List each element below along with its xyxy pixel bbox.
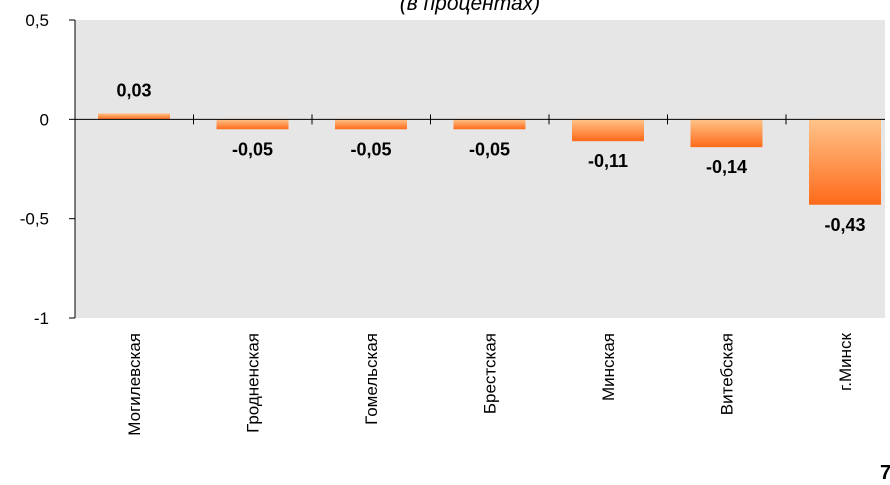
x-tick-label: Могилевская bbox=[125, 333, 144, 436]
data-label: -0,05 bbox=[232, 139, 273, 159]
data-label: -0,05 bbox=[350, 139, 391, 159]
y-tick-label: 0,5 bbox=[25, 11, 49, 30]
bar bbox=[809, 119, 881, 205]
data-label: -0,11 bbox=[588, 151, 628, 171]
page-number: 7 bbox=[880, 462, 890, 484]
data-label: -0,43 bbox=[824, 215, 865, 235]
data-label: -0,05 bbox=[469, 139, 510, 159]
x-tick-label: Минская bbox=[599, 333, 618, 401]
bar bbox=[453, 119, 526, 130]
y-tick-label: -0,5 bbox=[20, 210, 49, 229]
x-tick-label: Брестская bbox=[481, 333, 500, 414]
bar bbox=[690, 119, 763, 148]
bar bbox=[335, 119, 407, 130]
x-tick-label: Гродненская bbox=[244, 333, 263, 433]
bar bbox=[98, 113, 170, 120]
plot-area bbox=[75, 20, 885, 318]
y-tick-label: 0 bbox=[40, 110, 49, 129]
bar bbox=[216, 119, 289, 130]
y-tick-label: -1 bbox=[34, 309, 49, 328]
data-label: 0,03 bbox=[116, 80, 151, 100]
x-tick-label: Витебская bbox=[718, 333, 737, 415]
x-tick-label: Гомельская bbox=[362, 333, 381, 425]
bar bbox=[572, 119, 644, 142]
x-tick-label: г.Минск bbox=[836, 332, 855, 390]
data-label: -0,14 bbox=[706, 157, 747, 177]
chart-subtitle: (в процентах) bbox=[399, 0, 541, 15]
